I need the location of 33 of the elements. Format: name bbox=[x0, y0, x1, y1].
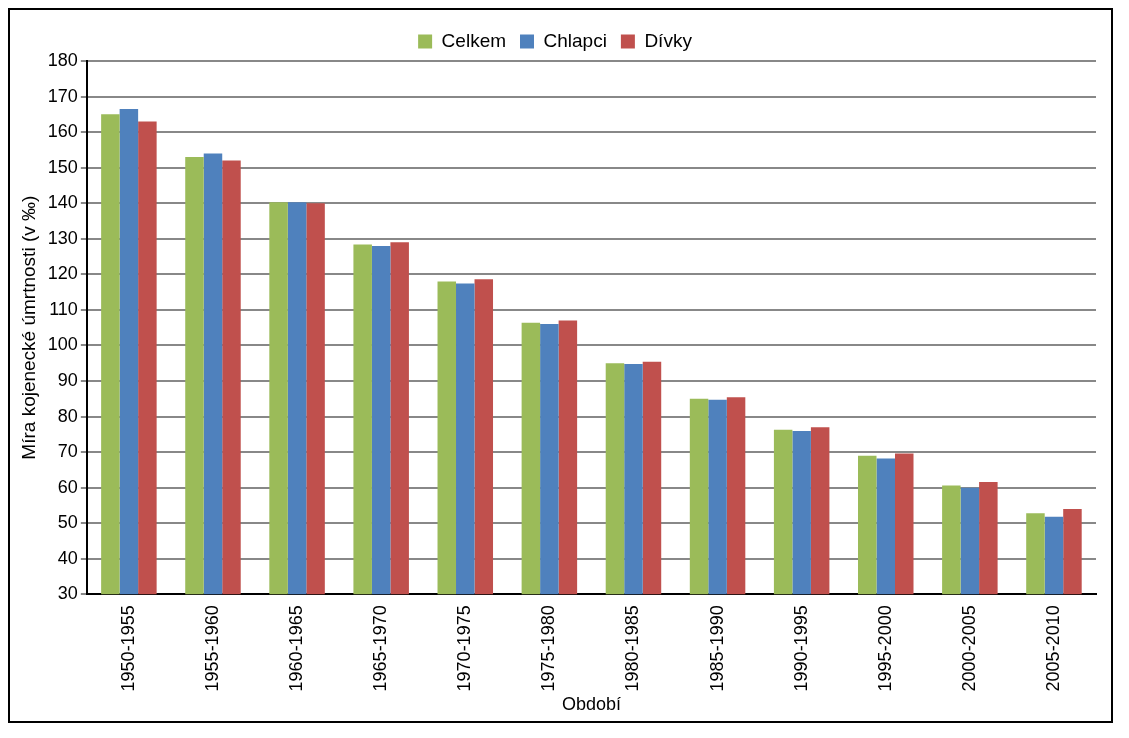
y-tick-label: 140 bbox=[47, 192, 78, 213]
x-tick-label: 2000-2005 bbox=[958, 605, 979, 692]
y-axis-title: Míra kojenecké úmrtnosti (v ‰) bbox=[17, 195, 39, 460]
y-tick-label: 150 bbox=[47, 156, 78, 177]
y-tick-label: 60 bbox=[57, 476, 78, 497]
x-tick-label: 1975-1980 bbox=[538, 605, 559, 692]
y-tick-label: 70 bbox=[57, 441, 78, 462]
y-tick-label: 30 bbox=[57, 583, 78, 604]
y-tick-label: 180 bbox=[47, 49, 78, 70]
x-tick-label: 1980-1985 bbox=[622, 605, 643, 692]
y-tick-label: 100 bbox=[47, 334, 78, 355]
x-tick-label: 1985-1990 bbox=[706, 605, 727, 692]
x-tick-label: 1965-1970 bbox=[370, 605, 391, 692]
y-tick-label: 120 bbox=[47, 263, 78, 284]
y-tick-label: 170 bbox=[47, 85, 78, 106]
x-tick-label: 1960-1965 bbox=[286, 605, 307, 692]
x-tick-label: 1950-1955 bbox=[117, 605, 138, 692]
y-tick-label: 50 bbox=[57, 512, 78, 533]
y-tick-label: 40 bbox=[57, 547, 78, 568]
x-tick-label: 2005-2010 bbox=[1042, 605, 1063, 692]
y-tick-label: 130 bbox=[47, 227, 78, 248]
x-tick-label: 1995-2000 bbox=[874, 605, 895, 692]
legend-label: Dívky bbox=[644, 29, 693, 51]
y-tick-label: 110 bbox=[49, 298, 78, 319]
x-axis-title: Období bbox=[561, 694, 621, 715]
x-tick-label: 1990-1995 bbox=[790, 605, 811, 692]
x-tick-label: 1970-1975 bbox=[454, 605, 475, 692]
legend-label: Chlapci bbox=[543, 29, 607, 51]
legend-label: Celkem bbox=[441, 29, 507, 51]
y-tick-label: 80 bbox=[57, 405, 78, 426]
y-tick-label: 160 bbox=[47, 121, 78, 142]
y-tick-label: 90 bbox=[57, 369, 78, 390]
x-tick-label: 1955-1960 bbox=[201, 605, 222, 692]
